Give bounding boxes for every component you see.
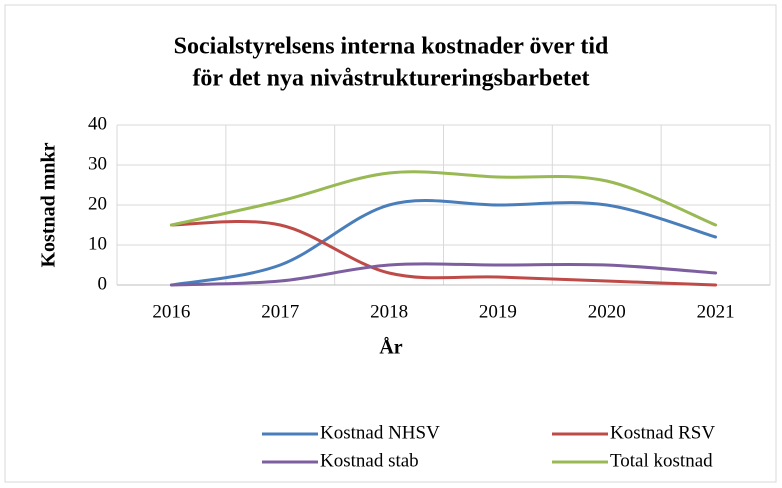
chart-title: Socialstyrelsens interna kostnader över … [174,34,609,60]
y-tick-label: 20 [88,193,107,214]
x-tick-label: 2019 [479,301,517,322]
chart-title: för det nya nivåstruktureringsbarbetet [192,66,589,92]
legend-label: Kostnad NHSV [320,422,440,443]
y-axis-title: Kostnad mnkr [38,142,60,267]
y-tick-label: 0 [98,273,108,294]
y-tick-label: 30 [88,153,107,174]
legend-label: Total kostnad [610,450,713,471]
series-line [169,219,718,287]
legend-label: Kostnad stab [320,450,419,471]
x-axis-title: År [379,336,402,359]
chart-border [4,4,777,483]
x-tick-label: 2020 [588,301,626,322]
x-tick-label: 2018 [370,301,408,322]
x-tick-label: 2016 [152,301,190,322]
series-line [169,199,718,287]
legend-label: Kostnad RSV [610,422,715,443]
y-tick-label: 40 [88,113,107,134]
y-tick-label: 10 [88,233,107,254]
series-line [169,262,718,287]
x-tick-label: 2021 [697,301,735,322]
series-line [169,170,718,227]
x-tick-label: 2017 [261,301,299,322]
